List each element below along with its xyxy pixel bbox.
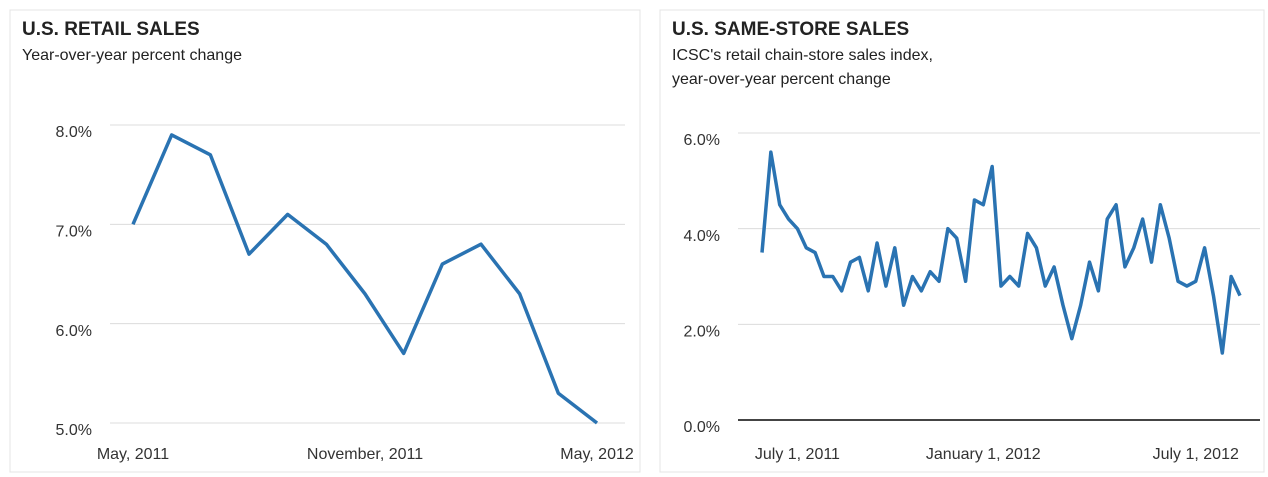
- y-tick-label: 0.0%: [684, 419, 720, 436]
- y-tick-label: 6.0%: [56, 323, 92, 340]
- line-series: [131, 133, 599, 425]
- y-tick-label: 7.0%: [56, 224, 92, 241]
- x-tick-label: July 1, 2011: [755, 446, 840, 463]
- panel: [659, 9, 1265, 473]
- chart-subtitle: ICSC's retail chain-store sales index,: [672, 47, 933, 64]
- chart-subtitle: Year-over-year percent change: [22, 47, 242, 64]
- x-tick-label: May, 2011: [97, 446, 169, 463]
- y-tick-label: 6.0%: [684, 132, 720, 149]
- chart-subtitle: year-over-year percent change: [672, 71, 891, 88]
- y-tick-label: 2.0%: [684, 324, 720, 341]
- x-tick-label: July 1, 2012: [1153, 446, 1239, 463]
- y-tick-label: 5.0%: [56, 422, 92, 439]
- chart-title: U.S. SAME-STORE SALES: [672, 19, 909, 40]
- x-tick-label: May, 2012: [560, 446, 634, 463]
- panel: [9, 9, 641, 473]
- line-series: [760, 150, 1242, 355]
- y-tick-label: 4.0%: [684, 228, 720, 245]
- x-tick-label: January 1, 2012: [926, 446, 1041, 463]
- x-tick-label: November, 2011: [307, 446, 423, 463]
- y-tick-label: 8.0%: [56, 124, 92, 141]
- chart-title: U.S. RETAIL SALES: [22, 19, 200, 40]
